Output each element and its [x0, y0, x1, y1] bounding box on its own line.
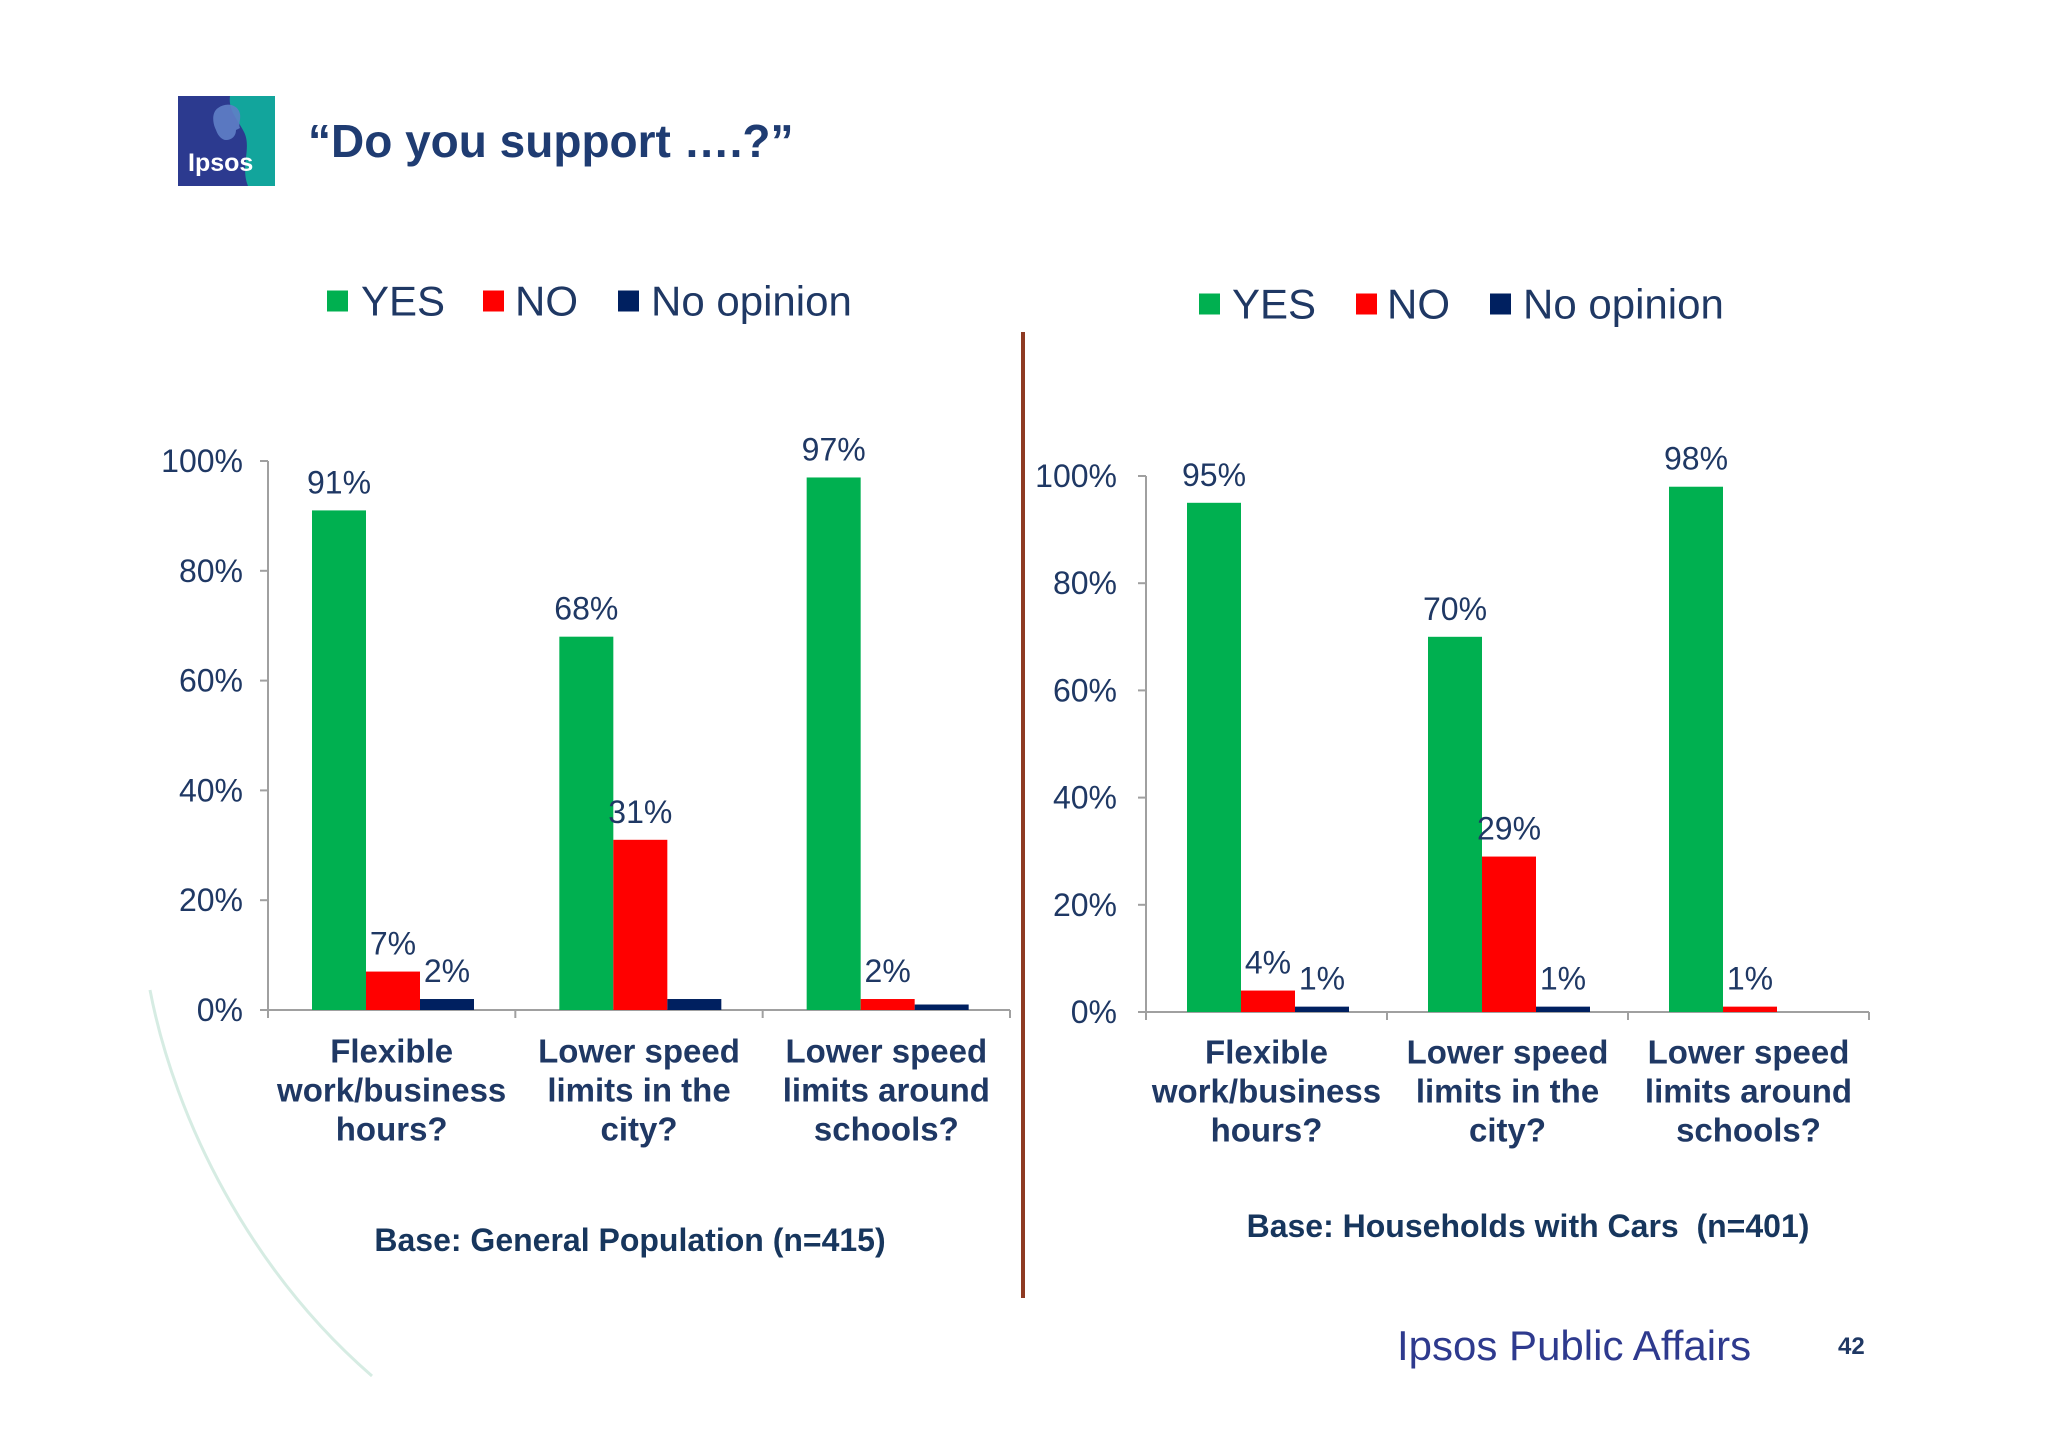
bar-yes — [1669, 486, 1723, 1013]
legend-label-no: NO — [1387, 281, 1450, 328]
category-label-line: work/business — [1151, 1073, 1381, 1110]
category-label-line: limits around — [783, 1072, 990, 1109]
data-label-no: 4% — [1245, 945, 1291, 981]
decorative-curve — [148, 989, 373, 1378]
data-label-no: 31% — [608, 794, 672, 830]
legend-label-yes: YES — [361, 278, 445, 325]
footer-brand: Ipsos Public Affairs — [1397, 1322, 1752, 1369]
bar-no — [860, 999, 915, 1010]
category-label-line: Flexible — [330, 1033, 453, 1070]
bar-no-opinion — [420, 999, 474, 1010]
chart-2-axes: 0% 20% 40% 60% 80% 100% — [1035, 458, 1870, 1030]
category-label-line: city? — [1469, 1112, 1546, 1149]
y-tick-label: 40% — [1053, 780, 1117, 816]
data-label-no-opinion: 1% — [1540, 961, 1586, 997]
legend-label-no: NO — [515, 278, 578, 325]
slide-title: “Do you support ….?” — [308, 115, 794, 167]
ipsos-logo-mark — [178, 96, 275, 186]
chart-1-base-note: Base: General Population (n=415) — [374, 1222, 885, 1258]
bar-yes — [1187, 502, 1241, 1012]
category-label-line: city? — [600, 1111, 677, 1148]
bar-no — [1241, 990, 1295, 1012]
y-tick-label: 80% — [179, 553, 243, 589]
chart-2-base-note: Base: Households with Cars (n=401) — [1247, 1208, 1810, 1244]
data-label-no-opinion: 2% — [424, 953, 470, 989]
bar-no-opinion — [914, 1004, 969, 1010]
y-tick-label: 0% — [1071, 994, 1117, 1030]
legend-label-no-opinion: No opinion — [1523, 281, 1724, 328]
legend-swatch-no-opinion — [618, 290, 639, 312]
category-label-line: limits around — [1645, 1073, 1852, 1110]
legend-swatch-no — [483, 290, 504, 312]
bar-yes — [806, 477, 861, 1011]
bar-no — [1482, 856, 1536, 1012]
category-label-line: Lower speed — [1407, 1034, 1609, 1071]
category-label-line: schools? — [814, 1111, 959, 1148]
category-label-line: Lower speed — [1648, 1034, 1850, 1071]
category-label-line: work/business — [276, 1072, 506, 1109]
y-tick-label: 100% — [161, 443, 243, 479]
data-label-no: 1% — [1727, 961, 1773, 997]
legend-label-no-opinion: No opinion — [651, 278, 852, 325]
category-label-line: Lower speed — [785, 1033, 987, 1070]
data-label-yes: 98% — [1664, 441, 1728, 477]
bar-no-opinion — [667, 999, 722, 1010]
bar-yes — [1428, 636, 1482, 1012]
bar-no — [1723, 1006, 1777, 1012]
data-label-no: 7% — [370, 926, 416, 962]
logo-wordmark: Ipsos — [188, 149, 254, 177]
category-label-line: limits in the — [1416, 1073, 1599, 1110]
y-tick-label: 20% — [179, 882, 243, 918]
chart-1-legend: YES NO No opinion — [327, 278, 852, 325]
legend-swatch-yes — [327, 290, 348, 312]
category-label-line: schools? — [1676, 1112, 1821, 1149]
bar-no — [366, 971, 420, 1010]
y-tick-label: 0% — [197, 992, 243, 1028]
y-tick-label: 80% — [1053, 565, 1117, 601]
data-label-yes: 91% — [307, 464, 371, 500]
legend-swatch-no-opinion — [1490, 293, 1511, 315]
bar-yes — [559, 636, 614, 1010]
legend-label-yes: YES — [1232, 281, 1316, 328]
data-label-no: 29% — [1477, 811, 1541, 847]
category-label-line: limits in the — [547, 1072, 730, 1109]
data-label-yes: 70% — [1423, 591, 1487, 627]
bar-no-opinion — [1295, 1006, 1349, 1012]
legend-swatch-no — [1356, 293, 1377, 315]
bar-yes — [312, 510, 366, 1010]
chart-2-legend: YES NO No opinion — [1199, 281, 1724, 328]
data-label-no-opinion: 1% — [1299, 961, 1345, 997]
category-label-line: hours? — [336, 1111, 448, 1148]
section-divider — [1021, 332, 1025, 1298]
legend-swatch-yes — [1199, 293, 1220, 315]
bar-no-opinion — [1536, 1006, 1590, 1012]
category-label-line: Flexible — [1205, 1034, 1328, 1071]
y-tick-label: 100% — [1035, 458, 1117, 494]
data-label-no: 2% — [865, 953, 911, 989]
category-label-line: Lower speed — [538, 1033, 740, 1070]
page-number: 42 — [1838, 1333, 1865, 1360]
y-tick-label: 60% — [179, 663, 243, 699]
y-tick-label: 20% — [1053, 887, 1117, 923]
y-tick-label: 40% — [179, 772, 243, 808]
ipsos-logo: Ipsos — [178, 96, 275, 186]
data-label-yes: 95% — [1182, 457, 1246, 493]
chart-1: YES NO No opinion0%20%40%60%80%100%91%7%2%… — [161, 278, 1011, 1258]
y-tick-label: 60% — [1053, 672, 1117, 708]
data-label-yes: 68% — [554, 591, 618, 627]
bar-no — [613, 839, 668, 1010]
category-label-line: hours? — [1211, 1112, 1323, 1149]
data-label-yes: 97% — [802, 431, 866, 467]
